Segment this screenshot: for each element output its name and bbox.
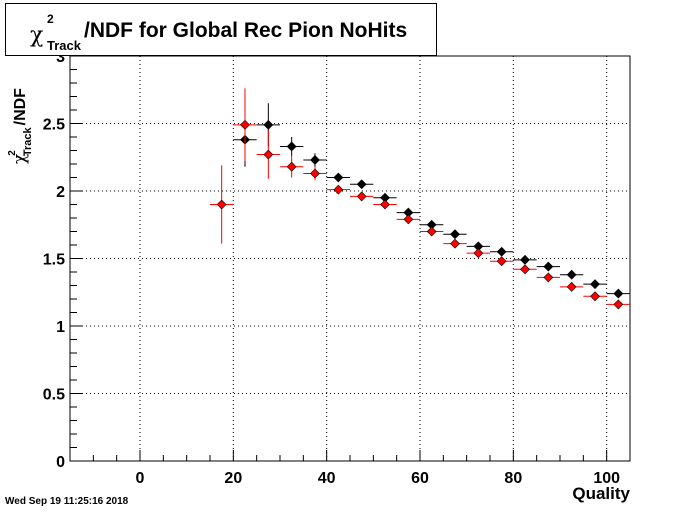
y-axis-label-subscript: Track <box>22 127 34 157</box>
data-point-marker <box>496 246 507 257</box>
title-superscript: 2 <box>47 12 54 26</box>
y-tick-label: 0.5 <box>43 387 65 404</box>
x-tick-label: 80 <box>504 470 522 487</box>
y-tick-label: 2 <box>56 184 65 201</box>
y-tick-label: 1.5 <box>43 252 65 269</box>
data-point-marker <box>426 219 437 230</box>
data-point-marker <box>286 161 297 172</box>
data-point-marker <box>263 119 274 130</box>
data-point-marker <box>450 238 460 249</box>
data-point-marker <box>566 281 577 292</box>
data-point-marker <box>216 199 227 210</box>
y-tick-label: 2.5 <box>43 117 65 134</box>
data-point-marker <box>520 264 530 275</box>
x-tick-label: 60 <box>411 470 429 487</box>
data-point-marker <box>543 261 554 272</box>
y-tick-label: 0 <box>56 454 65 471</box>
data-point-marker <box>543 272 554 283</box>
chart-title: /NDF for Global Rec Pion NoHits <box>84 19 408 42</box>
x-tick-label: 100 <box>593 470 620 487</box>
y-tick-label: 3 <box>56 49 65 66</box>
data-point-marker <box>426 226 437 237</box>
y-tick-label: 1 <box>56 319 65 336</box>
x-tick-label: 40 <box>318 470 336 487</box>
data-point-marker <box>450 229 460 240</box>
title-subscript: Track <box>47 38 81 53</box>
data-point-marker <box>356 179 367 190</box>
data-point-marker <box>520 254 530 265</box>
data-point-marker <box>310 168 320 179</box>
title-symbol: χ <box>30 23 44 48</box>
data-point-marker <box>473 241 484 252</box>
x-tick-label: 0 <box>136 470 145 487</box>
date-stamp: Wed Sep 19 11:25:16 2018 <box>5 496 129 507</box>
data-point-marker <box>310 155 320 165</box>
data-point-marker <box>263 149 274 160</box>
data-point-marker <box>613 288 624 299</box>
data-point-marker <box>380 199 390 210</box>
data-point-marker <box>356 191 367 202</box>
y-axis-label-text: /NDF <box>12 88 29 126</box>
data-point-marker <box>333 184 344 195</box>
data-point-marker <box>380 192 390 203</box>
y-axis-label-superscript: 2 <box>7 150 18 156</box>
data-point-marker <box>286 141 297 152</box>
data-point-marker <box>566 269 577 280</box>
data-point-marker <box>496 256 507 267</box>
data-point-marker <box>240 119 250 130</box>
data-point-marker <box>613 299 624 310</box>
data-point-marker <box>590 291 600 302</box>
y-axis-label: χ2 Track/NDF <box>4 56 44 166</box>
data-point-marker <box>403 214 414 225</box>
data-point-marker <box>590 279 600 290</box>
data-point-marker <box>473 248 484 259</box>
x-axis-label: Quality <box>572 484 630 503</box>
data-point-marker <box>333 172 344 183</box>
chart-title-box: χ 2 Track /NDF for Global Rec Pion NoHit… <box>5 3 437 56</box>
data-point-marker <box>403 207 414 218</box>
x-tick-label: 20 <box>224 470 242 487</box>
